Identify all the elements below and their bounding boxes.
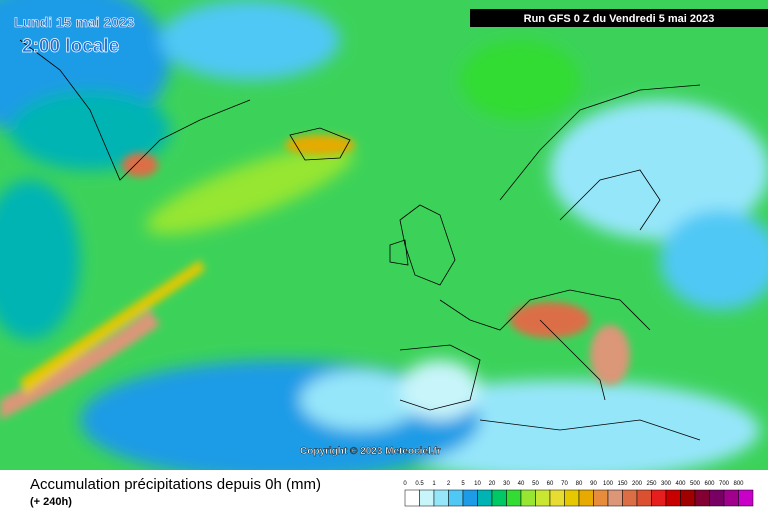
coastlines — [19, 39, 701, 441]
legend-swatch — [506, 489, 522, 507]
legend-swatch — [578, 489, 594, 507]
footer-lead: (+ 240h) — [30, 496, 72, 508]
legend-label: 100 — [603, 481, 614, 487]
legend-swatch — [564, 489, 580, 507]
run-banner — [470, 9, 768, 27]
legend-label: 500 — [690, 481, 701, 487]
legend-label: 10 — [474, 481, 481, 487]
legend-label: 80 — [576, 481, 583, 487]
legend-label: 90 — [590, 481, 597, 487]
legend-swatch — [709, 489, 725, 507]
legend-label: 20 — [489, 481, 496, 487]
forecast-date: Lundi 15 mai 2023 — [14, 14, 135, 30]
legend-label: 200 — [632, 481, 643, 487]
legend-swatch — [607, 489, 623, 507]
legend-label: 800 — [733, 481, 744, 487]
legend-swatch — [491, 489, 507, 507]
legend-swatch — [462, 489, 478, 507]
legend-label: 150 — [617, 481, 628, 487]
legend-label: 0 — [403, 481, 407, 487]
forecast-time: 2:00 locale — [22, 36, 119, 57]
legend-label: 70 — [561, 481, 568, 487]
legend-swatch — [723, 489, 739, 507]
legend-label: 600 — [704, 481, 715, 487]
legend-label: 40 — [518, 481, 525, 487]
legend-label: 700 — [719, 481, 730, 487]
legend-swatch — [636, 489, 652, 507]
legend-label: 300 — [661, 481, 672, 487]
legend-label: 250 — [646, 481, 657, 487]
legend-swatch — [448, 489, 464, 507]
legend-swatch — [738, 489, 754, 507]
heavy-precip — [0, 135, 630, 420]
legend-swatch — [651, 489, 667, 507]
copyright: Copyright © 2023 Meteociel.fr — [300, 446, 441, 457]
legend-swatch — [419, 489, 435, 507]
legend-swatch — [593, 489, 609, 507]
run-info: Run GFS 0 Z du Vendredi 5 mai 2023 — [524, 13, 715, 25]
legend-label: 5 — [461, 481, 465, 487]
legend-swatch — [622, 489, 638, 507]
footer-title: Accumulation précipitations depuis 0h (m… — [30, 476, 321, 493]
legend-swatch — [665, 489, 681, 507]
legend-swatch — [549, 489, 565, 507]
legend-label: 2 — [447, 481, 451, 487]
legend-label: 60 — [547, 481, 554, 487]
legend: 0 0.5 1 2 5 10 20 30 40 50 60 70 80 90 100 150 200 250 300… — [403, 481, 754, 507]
legend-swatch — [535, 489, 551, 507]
legend-swatch — [404, 489, 420, 507]
legend-swatch — [433, 489, 449, 507]
legend-swatch — [520, 489, 536, 507]
legend-label: 0.5 — [415, 481, 424, 487]
legend-label: 1 — [432, 481, 436, 487]
legend-label: 400 — [675, 481, 686, 487]
legend-label: 30 — [503, 481, 510, 487]
legend-swatch — [477, 489, 493, 507]
legend-swatch — [694, 489, 710, 507]
precip-field — [0, 0, 768, 480]
legend-label: 50 — [532, 481, 539, 487]
legend-swatch — [680, 489, 696, 507]
